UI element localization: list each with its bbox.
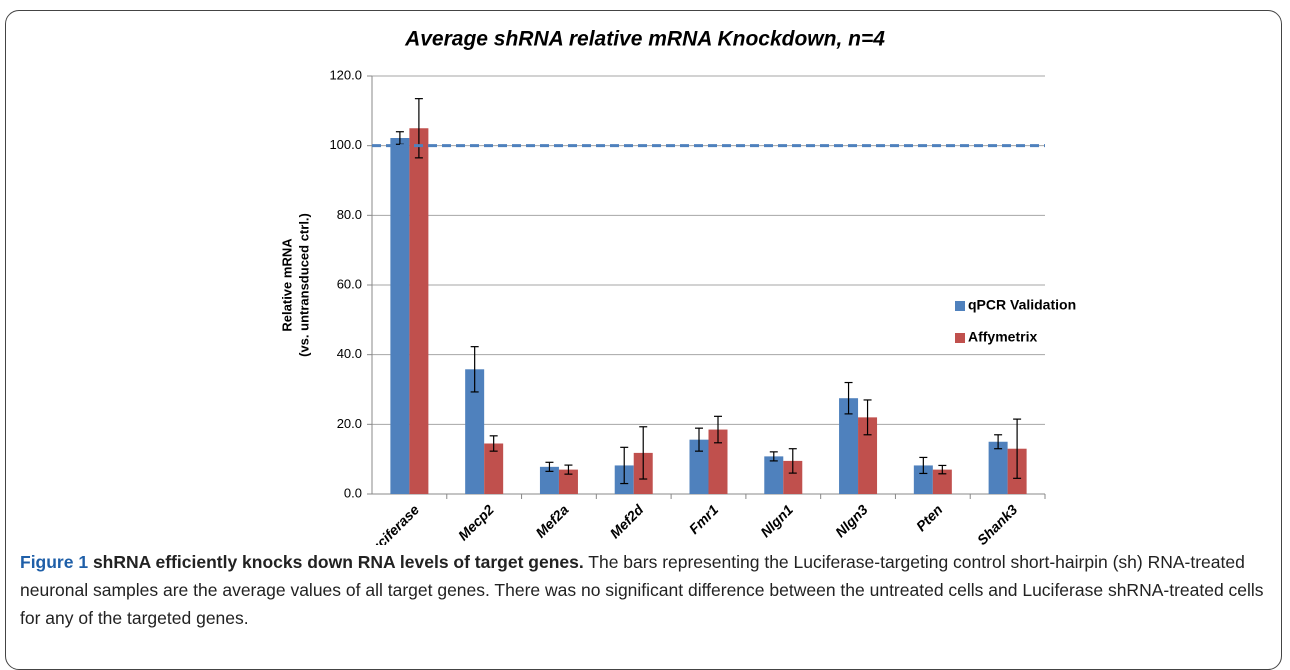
error-bar [1013, 418, 1022, 479]
bar [783, 460, 803, 494]
error-bar [545, 461, 554, 472]
error-bar [844, 381, 853, 415]
x-tick-label: Mef2d [607, 501, 647, 541]
error-bar [788, 448, 797, 474]
legend-swatch [955, 301, 965, 311]
bar [689, 439, 709, 494]
error-bar [470, 346, 479, 393]
x-tick-label: Pten [913, 501, 946, 534]
legend-label: Affymetrix [968, 329, 1037, 345]
x-tick-label: Nlgn3 [832, 501, 871, 540]
y-tick-label: 40.0 [337, 346, 362, 361]
caption-text: The bars representing the Luciferase-tar… [20, 552, 1264, 628]
bar [558, 469, 578, 494]
bar [839, 398, 859, 494]
caption-heading: shRNA efficiently knocks down RNA levels… [92, 552, 584, 572]
error-bar [714, 415, 722, 444]
bar [465, 369, 485, 494]
chart-title: Average shRNA relative mRNA Knockdown, n… [404, 28, 885, 51]
x-tick-label: Nlgn1 [757, 501, 796, 540]
bar [539, 466, 559, 494]
x-tick-label: Mecp2 [455, 501, 497, 543]
caption-label: Figure 1 [20, 552, 89, 572]
y-axis-label: (vs. untransduced ctrl.) [296, 213, 311, 357]
bar [409, 128, 429, 494]
y-tick-label: 60.0 [337, 276, 362, 291]
y-tick-label: 100.0 [329, 137, 362, 152]
bar [484, 443, 504, 494]
error-bar [695, 427, 703, 452]
bar [764, 456, 784, 494]
bar [988, 441, 1008, 494]
error-bar [489, 435, 498, 452]
x-tick-label: Luciferase [361, 501, 422, 545]
error-bar [863, 399, 872, 436]
legend-swatch [955, 333, 965, 343]
bar [390, 138, 410, 494]
x-tick-label: Fmr1 [686, 501, 722, 537]
bar [858, 417, 878, 494]
bar [913, 465, 933, 494]
legend-label: qPCR Validation [968, 297, 1076, 313]
y-tick-label: 80.0 [337, 207, 362, 222]
error-bar [938, 464, 947, 475]
error-bar [994, 434, 1003, 450]
y-tick-label: 0.0 [344, 485, 362, 500]
y-tick-label: 20.0 [337, 416, 362, 431]
x-tick-label: Mef2a [532, 501, 572, 541]
x-tick-label: Shank3 [974, 501, 1021, 545]
chart: Average shRNA relative mRNA Knockdown, n… [279, 28, 1076, 545]
y-tick-label: 120.0 [329, 67, 362, 82]
bar [708, 429, 728, 494]
error-bar [769, 451, 778, 462]
error-bar [919, 456, 928, 475]
error-bar [564, 464, 573, 475]
error-bar [639, 426, 648, 480]
bar [932, 469, 952, 494]
caption: Figure 1 shRNA efficiently knocks down R… [20, 548, 1275, 632]
error-bar [414, 98, 423, 159]
error-bar [620, 446, 629, 485]
y-axis-label: Relative mRNA [279, 238, 294, 332]
